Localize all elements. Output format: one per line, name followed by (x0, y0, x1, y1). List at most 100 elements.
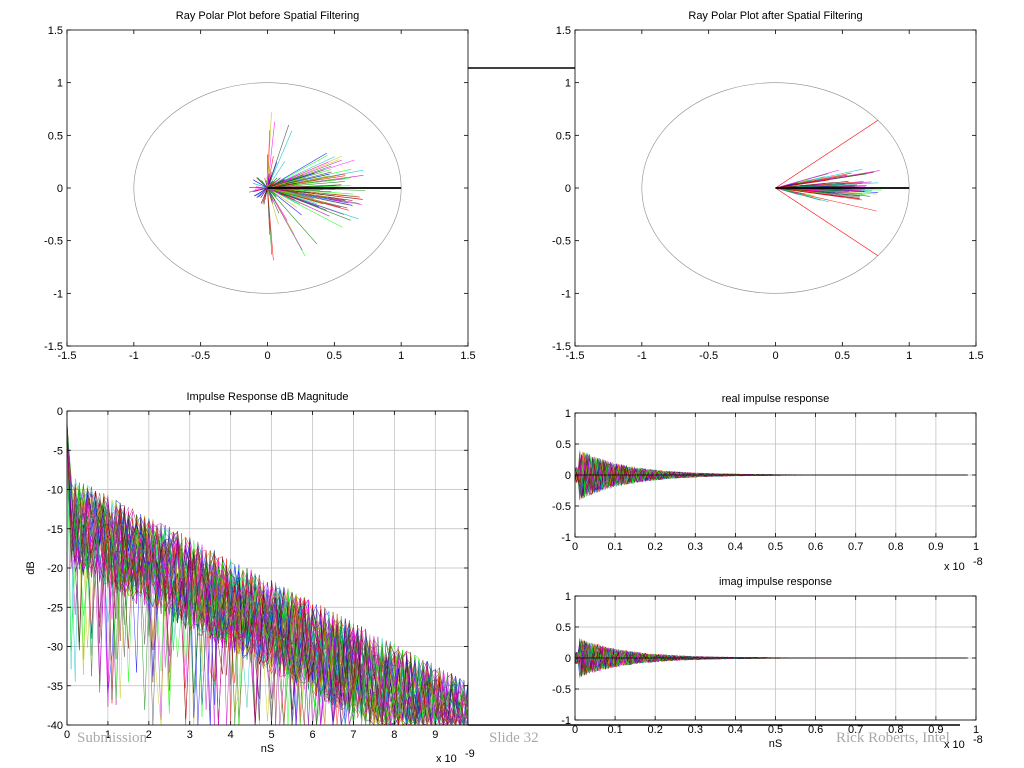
series-line (66, 429, 469, 726)
x-tick-label: -1 (637, 350, 647, 362)
ray-line (266, 176, 268, 189)
x-axis-label: nS (769, 738, 782, 750)
ray-line (267, 175, 272, 189)
y-tick-label: -1 (53, 288, 63, 300)
x-tick-label: 0 (772, 350, 778, 362)
x-axis-multiplier: x 10 (944, 739, 965, 751)
y-tick-label: -1 (561, 715, 571, 727)
y-tick-label: -15 (47, 524, 63, 536)
x-tick-label: 0.7 (848, 724, 863, 736)
ray-line (267, 155, 328, 189)
y-tick-label: -1.5 (44, 341, 63, 353)
x-tick-label: 0.9 (928, 724, 943, 736)
ray-line (267, 187, 274, 261)
x-tick-label: -0.5 (699, 350, 718, 362)
x-tick-label: 1 (906, 350, 912, 362)
y-tick-label: 0.5 (556, 622, 571, 634)
x-tick-label: 8 (391, 729, 397, 741)
y-tick-label: -20 (47, 563, 63, 575)
ray-line (262, 187, 268, 204)
ray-line (259, 187, 268, 190)
y-tick-label: -35 (47, 681, 63, 693)
ray-line (775, 187, 877, 212)
ray-line (267, 187, 354, 195)
x-tick-label: 0.8 (888, 541, 903, 553)
x-tick-label: 0 (64, 729, 70, 741)
y-tick-label: 0.5 (556, 130, 571, 142)
ray-line (267, 187, 297, 208)
ray-line (775, 187, 862, 201)
y-tick-label: -1.5 (552, 341, 571, 353)
x-tick-label: 0.4 (728, 541, 743, 553)
beam-edge-line (775, 120, 879, 189)
x-tick-label: 0.5 (835, 350, 850, 362)
x-tick-label: 1 (973, 541, 979, 553)
ray-line (775, 187, 829, 203)
x-tick-label: 3 (187, 729, 193, 741)
x-tick-label: 1.5 (460, 350, 475, 362)
y-tick-label: -40 (47, 720, 63, 732)
x-axis-multiplier: x 10 (436, 753, 457, 765)
x-tick-label: 0.1 (607, 724, 622, 736)
data-layer (66, 419, 469, 726)
unit-circle (133, 82, 402, 294)
series-line (574, 640, 967, 670)
x-axis-exponent: -8 (973, 734, 983, 746)
ray-line (256, 177, 268, 189)
x-axis-label: nS (261, 743, 274, 755)
data-layer (641, 82, 910, 294)
y-tick-label: -1 (561, 532, 571, 544)
ray-line (267, 187, 276, 201)
y-tick-label: -0.5 (552, 684, 571, 696)
y-tick-label: 0.5 (48, 130, 63, 142)
x-tick-label: 1 (973, 724, 979, 736)
chart-title: imag impulse response (719, 576, 832, 588)
y-tick-label: 0 (57, 183, 63, 195)
plot-after-filtering: -1.5 -1 -0.5 0 0.5 1 1.5 -1.5 -1 -0.5 0 0.5 1 1.5 Ray … (552, 10, 984, 362)
x-tick-label: -0.5 (191, 350, 210, 362)
x-tick-label: 0.6 (808, 724, 823, 736)
y-tick-label: 1 (565, 591, 571, 603)
data-layer (574, 450, 968, 501)
series-line (66, 436, 469, 726)
y-tick-label: -25 (47, 602, 63, 614)
y-tick-label: 1.5 (556, 25, 571, 37)
plot-real-impulse: 0 0.1 0.2 0.3 0.4 0.5 0.6 0.7 0.8 0.9 1 -1 -0.5 0 0.5 1… (552, 393, 983, 573)
y-tick-label: 0 (565, 183, 571, 195)
y-tick-label: 1.5 (48, 25, 63, 37)
x-tick-label: 0.5 (768, 541, 783, 553)
ray-line (267, 187, 303, 251)
ray-line (267, 187, 318, 245)
x-tick-label: 7 (350, 729, 356, 741)
x-tick-label: 0.3 (688, 724, 703, 736)
ray-line (255, 186, 268, 189)
x-tick-label: 1 (105, 729, 111, 741)
series-line (66, 436, 469, 726)
x-tick-label: 5 (269, 729, 275, 741)
x-tick-label: 4 (228, 729, 234, 741)
ray-line (252, 182, 268, 189)
y-tick-label: 0 (57, 406, 63, 418)
x-tick-label: 0.6 (808, 541, 823, 553)
x-axis-multiplier: x 10 (944, 561, 965, 573)
x-tick-label: -1 (129, 350, 139, 362)
ray-line (267, 187, 330, 217)
x-tick-label: 9 (432, 729, 438, 741)
ray-line (775, 169, 839, 189)
x-tick-label: 0.5 (768, 724, 783, 736)
x-tick-label: 0.3 (688, 541, 703, 553)
x-tick-label: 6 (309, 729, 315, 741)
x-tick-label: -1.5 (566, 350, 585, 362)
x-tick-label: 0.7 (848, 541, 863, 553)
footer-slide-number: Slide 32 (489, 730, 539, 746)
y-tick-label: -0.5 (552, 501, 571, 513)
x-tick-label: 1 (398, 350, 404, 362)
chart-title: Ray Polar Plot before Spatial Filtering (176, 10, 359, 22)
x-tick-label: 0.2 (648, 541, 663, 553)
data-layer (133, 82, 402, 294)
x-axis-exponent: -9 (465, 748, 475, 760)
ray-line (267, 112, 272, 189)
series-line (66, 435, 469, 726)
series-line (66, 432, 469, 726)
